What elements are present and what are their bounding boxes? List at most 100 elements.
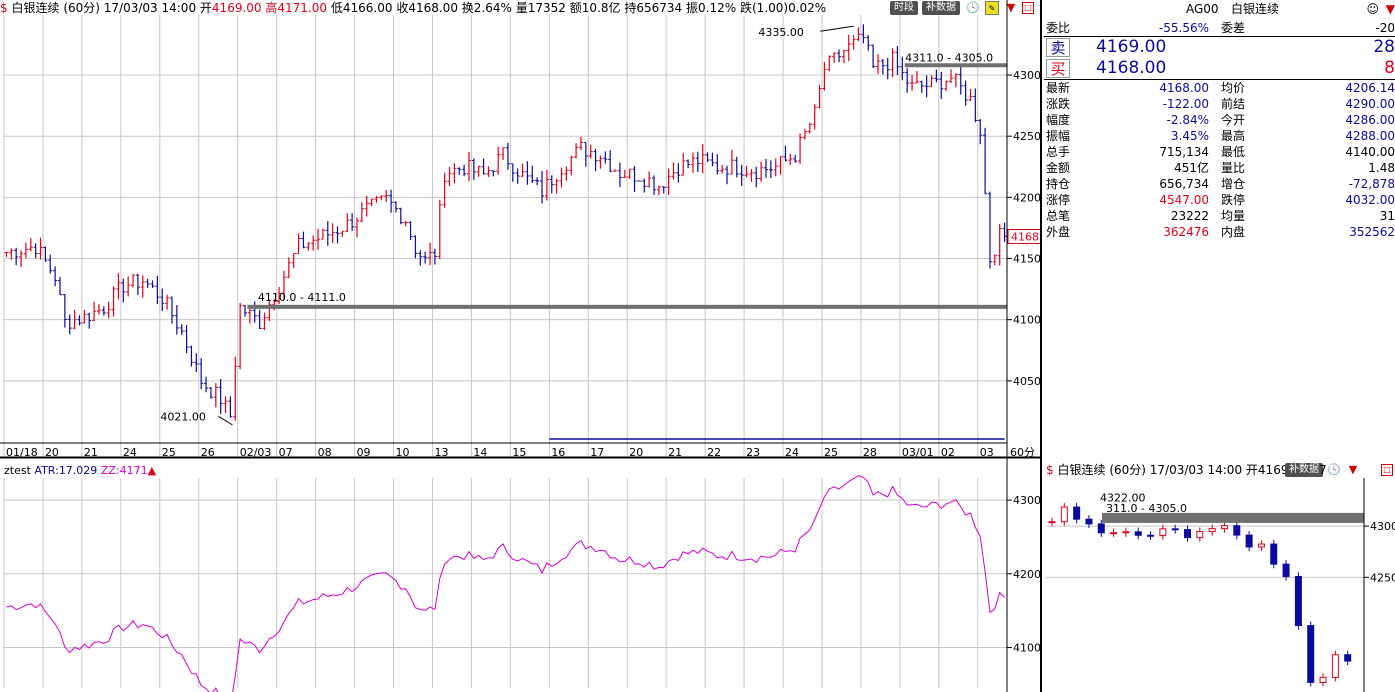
mini-candle-body <box>1220 525 1228 530</box>
x-unit-label: 60分 <box>1010 446 1035 459</box>
atr-label: ATR: <box>34 464 59 477</box>
mini-fill-data-button[interactable]: 补数据 <box>1285 463 1323 477</box>
clock-icon[interactable]: 🕓 <box>966 1 980 14</box>
stat-label-left: 最新 <box>1046 81 1071 95</box>
current-price-label: 4168 <box>1011 231 1039 244</box>
quote-stat-row: 最新 4168.00 均价 4206.14 <box>1046 80 1395 96</box>
main-annotations: 4335.00 4311.0 - 4305.0 4110.0 - 4111.0 402… <box>160 25 993 426</box>
x-tick-label: 17 <box>590 446 604 459</box>
mini-grid <box>1046 525 1364 578</box>
mini-header-tail: 7 <box>1319 463 1327 477</box>
mini-y-axis: 4250 4300 <box>1363 478 1395 692</box>
mini-candle-body <box>1073 506 1081 520</box>
stat-label-right: 今开 <box>1221 113 1246 127</box>
turnover-value: 2.64% <box>473 1 512 15</box>
turnover-label: 换 <box>461 1 474 15</box>
main-price-bars <box>4 24 1007 421</box>
mini-level-bar <box>1102 512 1364 523</box>
maximize-icon[interactable]: □ <box>1381 464 1393 476</box>
mini-price-annotation: 4322.00 <box>1100 492 1146 505</box>
quote-stat-row: 幅度 -2.84% 今开 4286.00 <box>1046 112 1395 128</box>
arrow-down-icon[interactable]: ▼ <box>1385 2 1395 16</box>
maximize-icon[interactable]: □ <box>1022 2 1034 14</box>
main-level-bars <box>247 63 1008 309</box>
indicator-zz-line <box>6 475 1005 692</box>
amount-label: 额 <box>569 1 582 15</box>
mini-candle-body <box>1110 532 1118 535</box>
stat-label-right: 量比 <box>1221 161 1246 175</box>
open-value: 4169.00 <box>211 1 262 15</box>
user-icon[interactable]: ☺ <box>1366 2 1379 16</box>
quote-divider <box>1044 79 1395 80</box>
mini-candle-body <box>1184 529 1192 539</box>
x-tick-label: 03 <box>980 446 994 459</box>
buy-price: 4168.00 <box>1096 58 1167 78</box>
price-annotation: 4311.0 - 4305.0 <box>905 51 993 64</box>
arrow-down-icon[interactable]: ▼ <box>1348 463 1358 476</box>
stat-label-right: 增仓 <box>1221 177 1246 191</box>
indicator-y-tick-label: 4300 <box>1013 494 1041 507</box>
bar-datetime: 17/03/03 14:00 <box>103 1 197 15</box>
y-tick-label: 4100 <box>1013 314 1041 327</box>
stat-value-right: 4032.00 <box>1345 193 1395 207</box>
x-tick-label: 02 <box>941 446 955 459</box>
x-tick-label: 24 <box>123 446 137 459</box>
mini-candle-body <box>1282 563 1290 577</box>
stat-label-left: 涨停 <box>1046 193 1071 207</box>
indicator-header: ztest ATR:17.029 ZZ:4171▲ <box>4 464 156 478</box>
change-value: (1.00)0.02% <box>752 1 827 15</box>
price-annotation: 4110.0 - 4111.0 <box>258 291 346 304</box>
indicator-name: ztest <box>4 464 31 477</box>
quote-panel-header: AG00 白银连续 ☺ ▼ <box>1046 0 1395 19</box>
sell-volume: 28 <box>1373 37 1395 57</box>
time-share-button[interactable]: 时段 <box>890 1 918 15</box>
price-annotation: 4335.00 <box>758 26 804 39</box>
mini-candle-body <box>1331 654 1339 678</box>
zz-label: ZZ: <box>100 464 120 477</box>
quote-name: 白银连续 <box>1231 2 1280 16</box>
quote-divider <box>1044 36 1395 37</box>
mini-candle-body <box>1294 575 1302 627</box>
quote-stat-row: 金额 451亿 量比 1.48 <box>1046 160 1395 176</box>
stat-value-left: 656,734 <box>1159 177 1209 191</box>
x-tick-label: 02/03 <box>240 446 272 459</box>
indicator-y-tick-label: 4100 <box>1013 641 1041 654</box>
y-tick-label: 4300 <box>1013 69 1041 82</box>
main-chart-area[interactable]: 4335.00 4311.0 - 4305.0 4110.0 - 4111.0 402… <box>0 0 1042 692</box>
stat-value-right: -72,878 <box>1348 177 1395 191</box>
clock-icon[interactable]: 🕓 <box>1327 463 1341 476</box>
volume-value: 17352 <box>527 1 566 15</box>
buy-row: 买 4168.00 8 <box>1046 58 1395 79</box>
period-label: (60分) <box>63 1 100 15</box>
x-tick-label: 20 <box>45 446 59 459</box>
mini-chart-header: $ 白银连续 (60分) 17/03/03 14:00 开4169 <box>1046 462 1395 478</box>
mini-bar-datetime: 17/03/03 14:00 <box>1149 463 1243 477</box>
low-value: 4166.00 <box>342 1 393 15</box>
quote-code: AG00 <box>1186 2 1219 16</box>
fill-data-button[interactable]: 补数据 <box>922 1 960 15</box>
stat-label-left: 金额 <box>1046 161 1071 175</box>
mini-candle-body <box>1171 528 1179 531</box>
zz-line <box>6 475 1005 692</box>
x-tick-label: 25 <box>162 446 176 459</box>
main-y-axis: 4050 4100 4150 4200 4250 4300 4168 <box>1006 0 1042 457</box>
low-label: 低 <box>330 1 343 15</box>
instrument-name: 白银连续 <box>11 1 60 15</box>
mini-candle-body <box>1147 534 1155 537</box>
dollar-icon: $ <box>1046 463 1054 477</box>
stat-label-right: 均量 <box>1221 209 1246 223</box>
sell-row: 卖 4169.00 28 <box>1046 37 1395 58</box>
stat-label-right: 均价 <box>1221 81 1246 95</box>
mini-open-label: 开 <box>1245 463 1258 477</box>
mini-candle-body <box>1270 543 1278 565</box>
pencil-icon[interactable]: ✎ <box>985 1 999 15</box>
quote-stat-row: 振幅 3.45% 最高 4288.00 <box>1046 128 1395 144</box>
arrow-down-icon[interactable]: ▼ <box>1006 1 1016 14</box>
annotation-leader-line <box>820 25 854 32</box>
stat-label-right: 内盘 <box>1221 225 1246 239</box>
x-tick-label: 14 <box>473 446 487 459</box>
volume-label: 量 <box>515 1 528 15</box>
mini-candle-body <box>1122 531 1130 534</box>
